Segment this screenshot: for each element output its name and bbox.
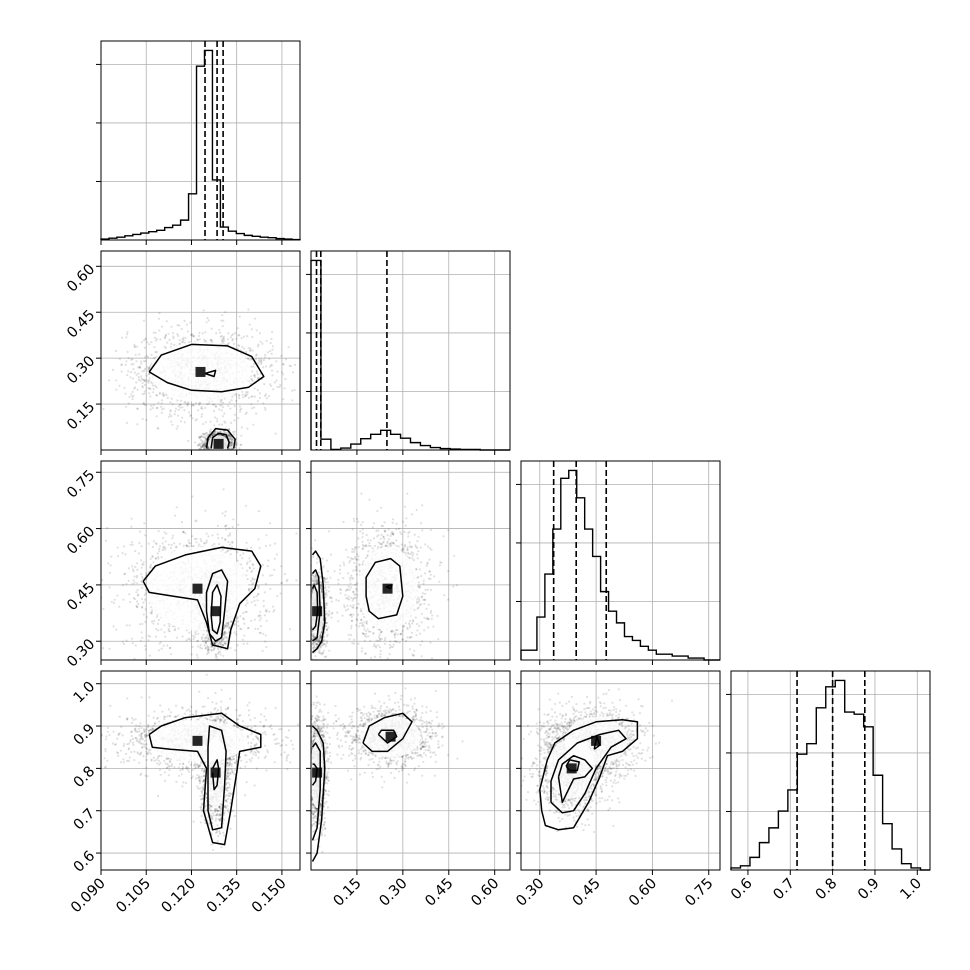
panel-frame xyxy=(310,670,511,871)
density-peak xyxy=(192,735,203,746)
scatter-panel-4-2 xyxy=(310,670,511,871)
y-tick-label: 0.45 xyxy=(64,580,98,614)
histogram-line xyxy=(730,679,930,871)
x-tick-label: 0.9 xyxy=(855,876,883,904)
x-tick-label: 0.8 xyxy=(813,876,841,904)
x-tick-label: 0.7 xyxy=(770,876,798,904)
density-peak xyxy=(382,583,393,594)
y-tick-label: 0.7 xyxy=(71,806,99,834)
y-tick-label: 1.0 xyxy=(71,679,99,707)
contour-line xyxy=(311,550,326,654)
density-peak xyxy=(192,583,203,594)
x-tick-label: 0.60 xyxy=(626,876,660,910)
contour-line xyxy=(205,427,236,449)
x-tick-label: 0.45 xyxy=(422,876,456,910)
y-tick-label: 0.15 xyxy=(64,399,98,433)
x-tick-label: 0.135 xyxy=(204,876,245,917)
density-peak xyxy=(195,366,206,377)
contour-line xyxy=(148,343,265,393)
contour-line xyxy=(377,729,398,744)
y-tick-label: 0.60 xyxy=(64,524,98,558)
density-peak xyxy=(213,438,224,449)
histogram-line xyxy=(100,49,301,241)
x-tick-label: 0.30 xyxy=(513,876,547,910)
contour-line xyxy=(207,725,227,831)
panel-frame xyxy=(100,250,301,451)
scatter-points xyxy=(101,673,300,851)
y-tick-label: 0.30 xyxy=(64,636,98,670)
density-peak xyxy=(566,763,577,774)
contour-line xyxy=(311,725,326,862)
y-tick-label: 0.9 xyxy=(71,721,99,749)
x-tick-label: 0.150 xyxy=(249,876,290,917)
contour-line xyxy=(210,584,222,635)
histogram-line xyxy=(310,259,510,451)
contour-line xyxy=(311,742,321,841)
y-tick-label: 0.60 xyxy=(64,261,98,295)
x-tick-label: 0.45 xyxy=(570,876,604,910)
contour-line xyxy=(385,584,393,590)
contour-line xyxy=(557,754,594,804)
hist-panel-2 xyxy=(306,250,511,451)
scatter-panel-4-3 xyxy=(520,670,721,871)
panel-frame xyxy=(100,40,301,241)
x-tick-label: 0.75 xyxy=(682,876,716,910)
panel-frame xyxy=(730,670,931,871)
contour-line xyxy=(550,729,627,814)
x-tick-label: 0.30 xyxy=(377,876,411,910)
contour-line xyxy=(148,712,262,846)
density-peak xyxy=(210,606,221,617)
scatter-points xyxy=(102,308,300,450)
y-tick-label: 0.30 xyxy=(64,353,98,387)
hist-panel-4 xyxy=(726,670,931,871)
contour-line xyxy=(362,712,413,753)
density-peak xyxy=(210,767,221,778)
contour-line xyxy=(311,763,318,786)
panel-frame xyxy=(520,460,721,661)
contour-line xyxy=(311,584,319,631)
panel-frame xyxy=(310,250,511,451)
panel-frame xyxy=(100,460,301,661)
scatter-panel-3-1 xyxy=(100,460,301,661)
contour-line xyxy=(565,759,580,772)
scatter-panel-4-1 xyxy=(100,670,301,871)
scatter-points xyxy=(311,687,464,862)
scatter-points xyxy=(311,492,458,660)
panel-frame xyxy=(520,670,721,871)
contour-line xyxy=(539,718,639,831)
scatter-points xyxy=(521,688,674,834)
y-tick-label: 0.6 xyxy=(71,848,99,876)
x-tick-label: 0.6 xyxy=(728,876,756,904)
contour-line xyxy=(311,569,321,642)
scatter-panel-3-2 xyxy=(310,460,511,661)
scatter-points xyxy=(101,488,298,660)
density-peak xyxy=(385,731,396,742)
contour-line xyxy=(142,546,262,650)
panel-frame xyxy=(310,460,511,661)
panel-frame xyxy=(100,670,301,871)
x-tick-label: 0.090 xyxy=(68,876,109,917)
x-tick-label: 1.0 xyxy=(898,876,926,904)
contour-line xyxy=(365,557,404,620)
contour-line xyxy=(210,432,230,449)
x-tick-label: 0.105 xyxy=(113,876,154,917)
y-tick-label: 0.75 xyxy=(64,467,98,501)
y-tick-label: 0.8 xyxy=(71,763,99,791)
contour-line xyxy=(211,759,220,791)
x-tick-label: 0.15 xyxy=(331,876,365,910)
contour-line xyxy=(593,735,601,750)
scatter-panel-2-1 xyxy=(100,250,301,451)
histogram-line xyxy=(520,469,720,661)
y-tick-label: 0.45 xyxy=(64,307,98,341)
contour-line xyxy=(204,369,217,378)
contour-line xyxy=(205,569,229,642)
hist-panel-1 xyxy=(96,40,301,241)
x-tick-label: 0.60 xyxy=(468,876,502,910)
hist-panel-3 xyxy=(516,460,721,661)
x-tick-label: 0.120 xyxy=(159,876,200,917)
